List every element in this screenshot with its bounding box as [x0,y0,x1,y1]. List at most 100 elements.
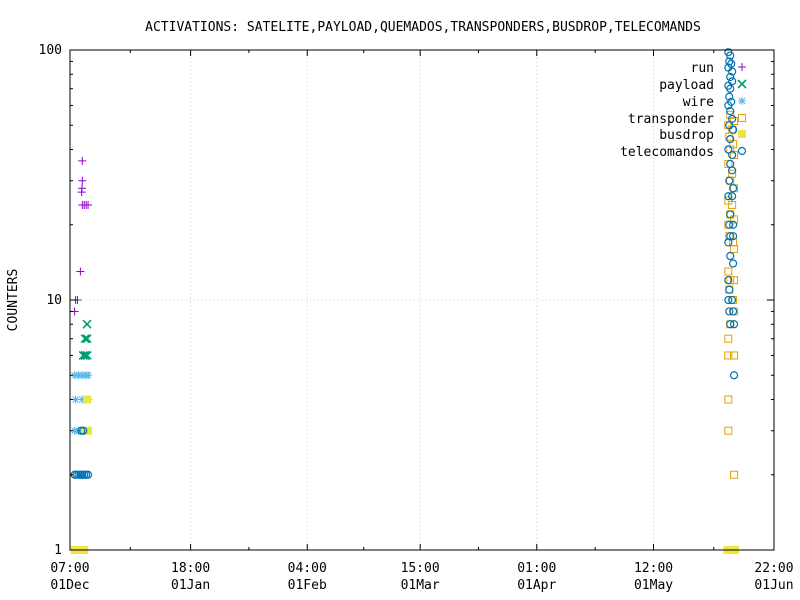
series-run [70,156,93,316]
telecomandos-point [726,251,735,261]
telecomandos-point [729,220,738,229]
x-tick-label-date: 01Jun [754,578,793,593]
telecomandos-point [729,184,738,193]
telecomandos-point [724,238,733,247]
y-axis-label: COUNTERS [6,269,21,332]
telecomandos-point [724,101,733,110]
telecomandos-point [726,135,735,144]
y-tick-label: 10 [46,293,62,308]
legend: run payload wire transponder busdrop tel… [620,61,747,160]
legend-label-wire: wire [683,95,714,110]
telecomandos-point [728,77,737,86]
legend-label-transponder: transponder [628,112,714,127]
transponder-point [730,470,739,479]
run-point [76,267,85,276]
telecomandos-point [729,307,738,316]
telecomandos-point [728,192,737,201]
axis-ticks [69,49,775,551]
busdrop-point [83,395,92,404]
wire-point [71,395,80,404]
transponder-point [724,351,733,360]
payload-point [78,350,88,361]
telecomandos-point [728,150,737,160]
telecomandos-point [83,470,93,479]
telecomandos-point [726,320,735,329]
wire-point [74,426,83,435]
legend-marker-busdrop [738,130,746,138]
run-point [84,200,93,209]
telecomandos-point [729,232,738,241]
chart-title: ACTIVATIONS: SATELITE,PAYLOAD,QUEMADOS,T… [145,20,701,35]
x-tick-label-time: 01:00 [517,561,556,576]
payload-point [82,334,92,344]
x-tick-label-date: 01Feb [288,578,327,593]
legend-label-run: run [691,61,714,76]
telecomandos-point [729,320,739,329]
telecomandos-point [726,51,735,60]
x-tick-label-date: 01Jan [171,578,210,593]
legend-marker-telecomandos [737,146,747,156]
y-tick-label: 1 [54,543,62,558]
x-tick-label-date: 01May [634,578,673,593]
telecomandos-point [724,192,733,201]
transponder-point [724,267,733,276]
wire-point [78,395,87,404]
payload-point [82,350,92,361]
telecomandos-point [726,72,735,82]
telecomandos-point [724,145,733,154]
run-point [78,176,87,185]
telecomandos-point [729,259,738,268]
grid-lines [70,50,774,550]
x-tick-label-time: 04:00 [288,561,327,576]
run-point [78,156,87,165]
telecomandos-point [725,285,734,294]
telecomandos-point [729,371,739,380]
telecomandos-point [729,125,738,134]
series-payload [78,319,92,361]
x-tick-label-time: 18:00 [171,561,210,576]
legend-marker-run [738,63,746,71]
telecomandos-point [726,84,735,93]
run-point [77,188,86,197]
x-tick-label-time: 07:00 [50,561,89,576]
legend-marker-payload [737,79,747,89]
series-telecomandos [70,48,739,479]
x-tick-label-time: 12:00 [634,561,673,576]
transponder-point [730,244,739,253]
telecomandos-point [725,220,734,229]
telecomandos-point [724,276,733,285]
transponder-point [724,334,733,343]
transponder-point [730,276,739,285]
legend-label-busdrop: busdrop [659,128,714,143]
telecomandos-point [725,92,734,101]
telecomandos-point [728,166,737,175]
telecomandos-point [725,176,734,185]
payload-point [82,319,92,329]
x-tick-label-time: 22:00 [754,561,793,576]
x-tick-label-date: 01Apr [517,578,556,593]
x-tick-label-date: 01Mar [401,578,440,593]
telecomandos-point [728,67,737,76]
legend-marker-wire [738,97,746,105]
transponder-point [724,426,733,435]
transponder-point [728,200,737,209]
telecomandos-point [726,106,735,116]
telecomandos-point [724,295,733,305]
transponder-point [730,116,739,125]
legend-marker-transponder [738,114,746,122]
wire-point [84,371,93,380]
y-tick-label: 100 [39,43,62,58]
x-tick-label-date: 01Dec [50,578,89,593]
telecomandos-point [726,210,735,219]
legend-label-telecomandos: telecomandos [620,145,714,160]
legend-label-payload: payload [659,78,714,93]
tick-labels: 07:00 01Dec 18:00 01Jan 04:00 01Feb 15:00 01Mar… [39,43,794,593]
telecomandos-point [79,426,88,435]
transponder-point [730,215,739,224]
transponder-point [730,351,739,360]
payload-point [80,350,90,361]
telecomandos-point [725,57,734,66]
series-busdrop [70,395,740,554]
transponder-point [724,395,733,404]
